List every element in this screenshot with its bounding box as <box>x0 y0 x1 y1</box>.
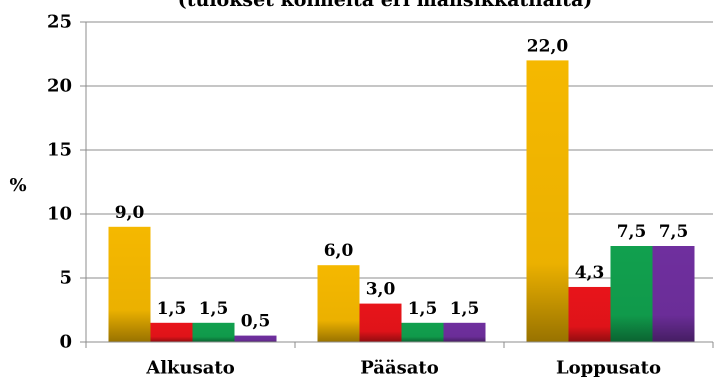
bar-shade <box>610 246 653 342</box>
data-label: 1,5 <box>157 299 187 319</box>
bar-shade <box>317 265 360 342</box>
data-label: 1,5 <box>408 299 438 319</box>
bar-shade <box>443 322 486 342</box>
y-axis-label: % <box>9 175 26 196</box>
y-tick-label: 15 <box>47 140 72 161</box>
bar-shade <box>652 246 695 342</box>
x-category-label: Loppusato <box>556 358 661 379</box>
data-label: 9,0 <box>115 203 145 223</box>
data-label: 7,5 <box>659 222 689 242</box>
bar-shade <box>568 286 611 342</box>
y-tick-label: 25 <box>47 12 72 33</box>
bar-shade <box>359 303 402 342</box>
data-label: 22,0 <box>527 36 569 56</box>
data-label: 0,5 <box>241 312 271 332</box>
data-label: 1,5 <box>450 299 480 319</box>
data-label: 1,5 <box>199 299 229 319</box>
data-label: 7,5 <box>617 222 647 242</box>
y-tick-label: 5 <box>59 268 72 289</box>
chart-title: (tulokset kolmelta eri mansikkatilalta) <box>178 0 593 11</box>
y-tick-label: 20 <box>47 76 72 97</box>
x-category-label: Alkusato <box>145 358 234 379</box>
bar-shade <box>192 322 235 342</box>
y-tick-label: 0 <box>59 332 72 353</box>
bar-shade <box>150 322 193 342</box>
bar-shade <box>401 322 444 342</box>
bar-shade <box>108 226 151 342</box>
bar-shade <box>234 335 277 342</box>
bar-shade <box>526 60 569 343</box>
data-label: 6,0 <box>324 241 354 261</box>
x-category-label: Pääsato <box>360 358 439 379</box>
data-label: 3,0 <box>366 280 396 300</box>
y-tick-label: 10 <box>47 204 72 225</box>
data-label: 4,3 <box>575 263 605 283</box>
